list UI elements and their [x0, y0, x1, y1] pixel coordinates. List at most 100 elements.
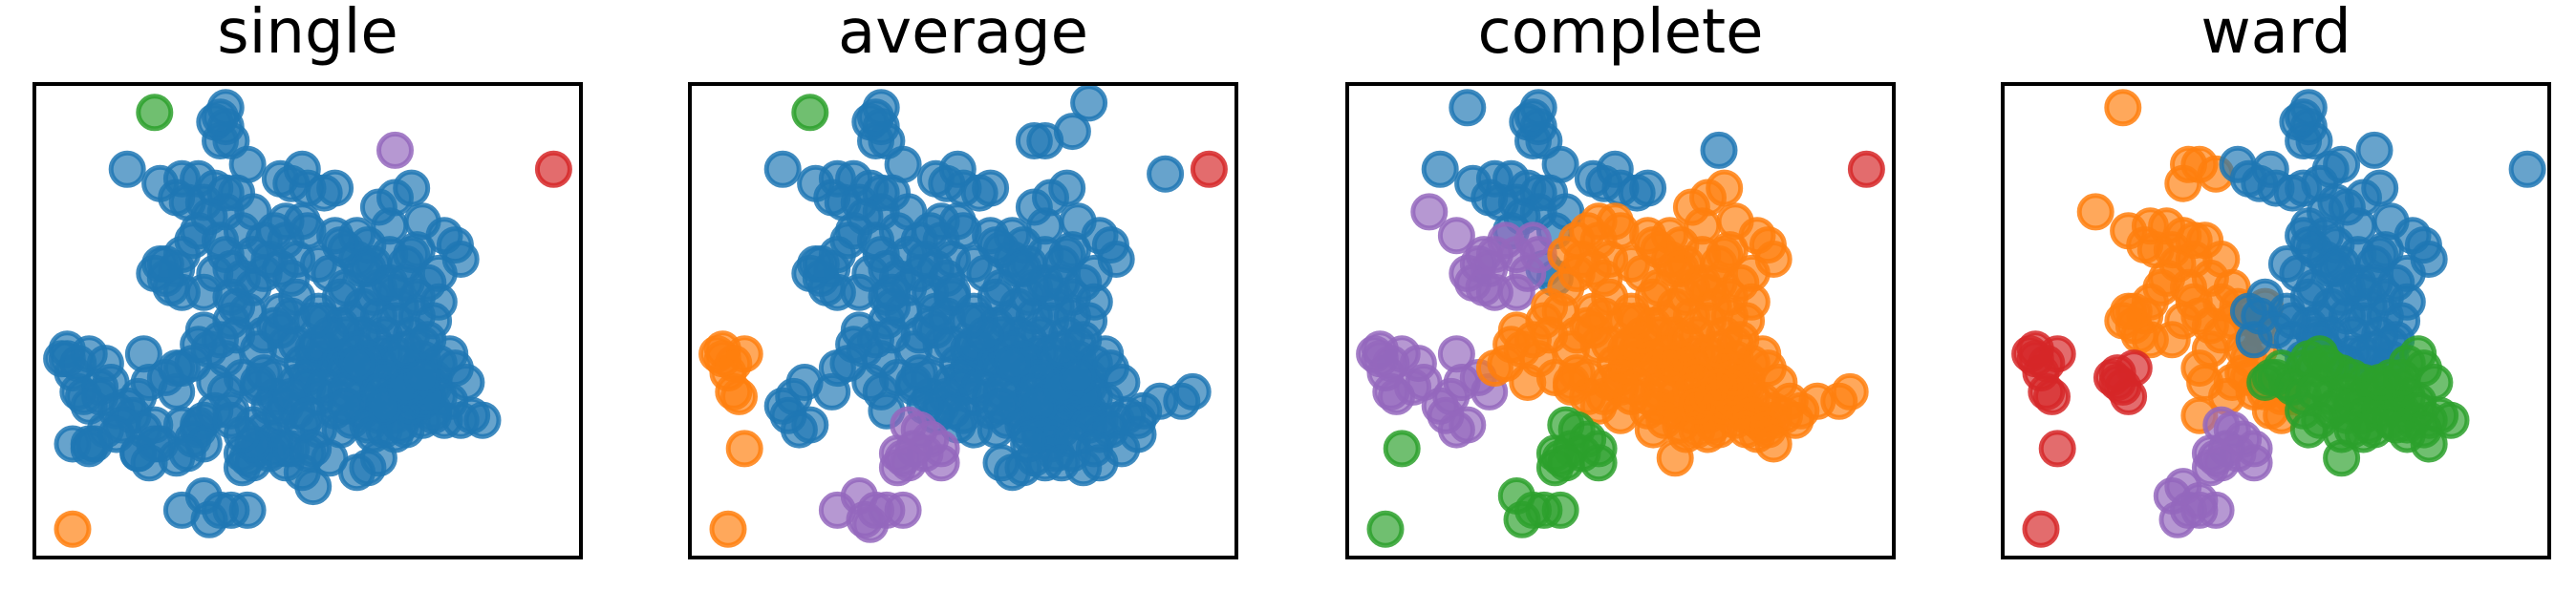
- scatter-point: [387, 263, 425, 302]
- scatter-point: [1383, 430, 1421, 468]
- scatter-point: [1754, 425, 1792, 463]
- scatter-point: [709, 510, 747, 548]
- scatter-point: [1059, 359, 1097, 396]
- scatter-point: [715, 345, 753, 383]
- scatter-point: [97, 415, 136, 453]
- scatter-point: [2038, 430, 2076, 468]
- scatter-point: [1119, 415, 1157, 453]
- scatter-point: [1656, 439, 1694, 477]
- scatter-point: [2076, 193, 2114, 231]
- scatter-point: [1662, 249, 1700, 287]
- scatter-point: [1004, 249, 1042, 287]
- scatter-point: [2164, 468, 2202, 506]
- scatter-point: [124, 335, 162, 373]
- scatter-point: [2355, 131, 2394, 169]
- scatter-point: [2289, 411, 2328, 449]
- scatter-point: [136, 94, 174, 132]
- scatter-point: [1410, 193, 1449, 231]
- panel-title: ward: [2200, 0, 2351, 68]
- scatter-point: [1531, 287, 1569, 326]
- points-layer: [698, 84, 1228, 548]
- scatter-point: [283, 150, 321, 188]
- points-layer: [1356, 89, 1885, 548]
- scatter-point: [1454, 164, 1492, 202]
- plot-frame: [688, 82, 1238, 559]
- scatter-point: [1173, 372, 1212, 411]
- scatter-point: [168, 434, 206, 473]
- scatter-point: [196, 364, 234, 401]
- scatter-point: [791, 94, 829, 132]
- scatter-panel-average: average: [688, 0, 1238, 559]
- scatter-point: [2033, 377, 2071, 415]
- scatter-point: [534, 150, 572, 188]
- scatter-point: [900, 354, 938, 392]
- points-layer: [2011, 89, 2546, 548]
- scatter-point: [1465, 268, 1503, 306]
- scatter-point: [2285, 98, 2323, 137]
- scatter-point: [1366, 510, 1405, 548]
- scatter-panel-single: single: [32, 0, 583, 559]
- scatter-point: [857, 98, 894, 137]
- scatter-point: [1700, 263, 1738, 302]
- scatter-point: [2114, 349, 2153, 388]
- plot-frame: [2001, 82, 2551, 559]
- scatter-point: [780, 411, 818, 449]
- scatter-point: [1831, 372, 1869, 411]
- scatter-point: [2022, 510, 2060, 548]
- scatter-point: [1048, 169, 1086, 207]
- scatter-point: [327, 387, 365, 425]
- scatter-point: [982, 387, 1020, 425]
- scatter-point: [2202, 444, 2241, 482]
- scatter-point: [1147, 155, 1185, 193]
- scatter-point: [1394, 368, 1432, 406]
- scatter-point: [184, 311, 223, 349]
- scatter-point: [2028, 345, 2066, 383]
- scatter-point: [245, 354, 283, 392]
- scatter-point: [1706, 169, 1744, 207]
- scatter-point: [1042, 444, 1081, 482]
- scatter-point: [1497, 477, 1535, 515]
- scatter-point: [1437, 411, 1475, 449]
- scatter-point: [1514, 221, 1552, 260]
- scatter-point: [851, 505, 890, 543]
- scatter-point: [1421, 150, 1459, 188]
- scatter-point: [1042, 263, 1081, 302]
- scatter-point: [2317, 249, 2355, 287]
- scatter-point: [982, 444, 1020, 482]
- scatter-point: [289, 434, 327, 473]
- scatter-point: [1629, 169, 1667, 207]
- scatter-point: [1475, 349, 1513, 388]
- scatter-point: [2104, 89, 2142, 127]
- scatter-point: [1190, 150, 1228, 188]
- scatter-panel-ward: ward: [2001, 0, 2551, 559]
- scatter-point: [873, 273, 912, 311]
- scatter-point: [1700, 131, 1738, 169]
- scatter-point: [1070, 84, 1108, 122]
- scatter-point: [1847, 150, 1885, 188]
- scatter-point: [950, 302, 988, 340]
- scatter-point: [158, 349, 196, 388]
- scatter-point: [1449, 89, 1487, 127]
- scatter-point: [763, 150, 802, 188]
- scatter-point: [2307, 345, 2344, 383]
- scatter-point: [2114, 292, 2153, 330]
- scatter-point: [376, 131, 414, 169]
- panel-title: single: [217, 0, 397, 68]
- scatter-point: [202, 98, 239, 137]
- scatter-point: [108, 150, 146, 188]
- scatter-point: [228, 491, 267, 529]
- scatter-point: [403, 359, 441, 396]
- scatter-point: [212, 401, 250, 439]
- scatter-point: [294, 302, 333, 340]
- scatter-point: [725, 430, 763, 468]
- points-layer: [43, 89, 572, 548]
- scatter-point: [890, 444, 928, 482]
- scatter-point: [218, 287, 256, 326]
- scatter-point: [1607, 302, 1645, 340]
- scatter-point: [2191, 330, 2229, 369]
- scatter-point: [851, 364, 890, 401]
- scatter-point: [2251, 150, 2289, 188]
- scatter-point: [1509, 364, 1547, 401]
- scatter-point: [1547, 444, 1585, 482]
